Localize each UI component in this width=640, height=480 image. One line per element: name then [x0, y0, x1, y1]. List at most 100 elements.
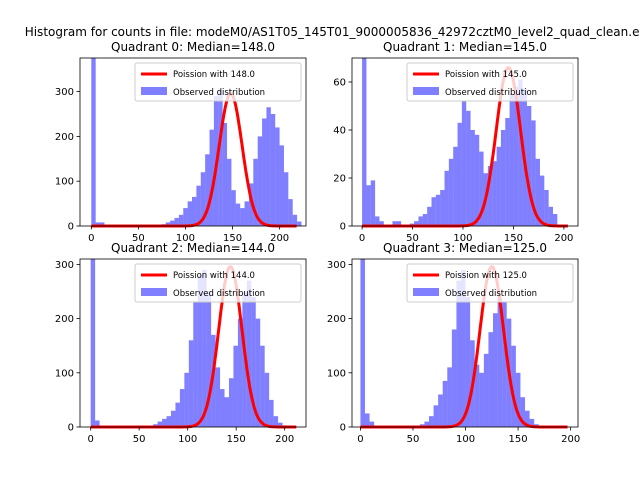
histogram-bar: [511, 345, 516, 427]
axes-frame: [79, 258, 307, 428]
histogram-bar: [431, 197, 436, 226]
x-tick-label: 0: [88, 233, 94, 244]
x-tick-label: 200: [270, 233, 289, 244]
histogram-bar: [500, 130, 506, 226]
histogram-bar: [529, 418, 535, 427]
histogram-bar: [157, 421, 163, 427]
histogram-bar: [370, 180, 376, 226]
histogram-bar: [222, 122, 228, 226]
x-tick-label: 150: [509, 434, 528, 445]
histogram-bar: [465, 296, 471, 427]
histogram-bar: [220, 389, 225, 427]
histogram-bar: [260, 345, 265, 427]
histogram-bar: [231, 190, 236, 226]
histogram-bar: [483, 353, 489, 427]
histogram-bar: [95, 420, 100, 427]
histogram-bar: [369, 421, 375, 427]
histogram-bar: [273, 416, 279, 427]
x-tick-label: 200: [275, 434, 294, 445]
y-tick-label: 100: [327, 368, 346, 379]
histogram-bar: [297, 221, 302, 226]
histogram-bar: [488, 332, 494, 427]
histogram-bar: [461, 269, 466, 427]
y-tick-label: 60: [333, 78, 346, 89]
histogram-bar: [418, 216, 423, 226]
x-tick-label: 0: [359, 233, 365, 244]
histogram-bar: [526, 106, 532, 226]
histogram-bar: [166, 416, 171, 427]
histogram-bar: [470, 130, 475, 226]
histogram-bar: [266, 107, 271, 226]
figure-title: Histogram for counts in file: modeM0/AS1…: [25, 25, 640, 39]
histogram-bar: [447, 367, 452, 427]
histogram-bar: [187, 201, 193, 226]
x-tick-label: 0: [357, 434, 363, 445]
histogram-bar: [262, 118, 267, 226]
histogram-bar: [379, 221, 384, 226]
histogram-bar: [448, 158, 454, 226]
y-tick-label: 300: [55, 87, 74, 98]
histogram-bar: [487, 166, 493, 226]
x-tick-label: 0: [87, 434, 93, 445]
histogram-bar: [233, 345, 238, 427]
histogram-bar: [202, 269, 207, 427]
histogram-bar: [457, 122, 462, 226]
histogram-bar: [170, 410, 176, 427]
histogram-bar: [209, 129, 214, 226]
legend-observed-swatch: [141, 87, 167, 95]
histogram-bar: [433, 405, 439, 427]
histogram-bar: [544, 190, 549, 226]
histogram-bar: [461, 101, 467, 226]
histogram-bar: [440, 190, 445, 226]
y-tick-label: 100: [55, 177, 74, 188]
y-tick-label: 200: [55, 314, 74, 325]
histogram-bar: [509, 94, 514, 226]
histogram-bar: [424, 421, 429, 427]
histogram-bar: [474, 364, 480, 427]
subplot-title: Quadrant 1: Median=145.0: [383, 40, 547, 54]
legend-observed-label: Observed distribution: [445, 289, 537, 299]
x-tick-label: 50: [133, 434, 146, 445]
histogram-bar: [466, 110, 471, 226]
histogram-bar: [362, 58, 367, 226]
histogram-bar: [505, 118, 510, 226]
x-tick-label: 50: [132, 233, 145, 244]
histogram-bar: [205, 154, 210, 226]
quadrant-0-panel: 0 50 100 150 200 0 100 200 300 Quadrant 0: Median…: [55, 40, 307, 244]
histogram-bar: [206, 291, 212, 427]
histogram-bar: [364, 413, 370, 427]
histogram-bar: [197, 275, 203, 427]
histogram-bar: [288, 199, 293, 226]
legend-poisson-label: Poission with 144.0: [173, 271, 255, 281]
histogram-bar: [165, 222, 171, 226]
y-tick-label: 0: [340, 222, 346, 233]
x-tick-label: 50: [407, 434, 420, 445]
histogram-bar: [456, 280, 462, 427]
legend-poisson-label: Poission with 125.0: [445, 271, 527, 281]
x-tick-label: 150: [223, 233, 242, 244]
legend-poisson-label: Poission with 145.0: [445, 70, 527, 80]
histogram-bar: [518, 79, 523, 226]
histogram-bar: [174, 217, 179, 226]
histogram-bar: [283, 172, 289, 226]
y-tick-label: 40: [333, 126, 346, 137]
y-tick-label: 20: [333, 174, 346, 185]
histogram-bar: [279, 145, 284, 226]
histogram-bar: [275, 127, 280, 226]
histogram-bar: [170, 220, 175, 226]
x-tick-label: 200: [554, 233, 573, 244]
histogram-bar: [200, 172, 206, 226]
histogram-bar: [520, 397, 526, 427]
legend: Poission with 125.0 Observed distribution: [406, 263, 574, 303]
histogram-bar: [451, 329, 457, 427]
histogram-bar: [215, 367, 221, 427]
histogram-bar: [435, 194, 441, 226]
x-tick-label: 200: [561, 434, 580, 445]
legend-observed-label: Observed distribution: [173, 88, 265, 98]
x-tick-label: 150: [227, 434, 246, 445]
legend-observed-swatch: [141, 288, 167, 296]
histogram-bar: [192, 196, 197, 226]
histogram-bar: [515, 372, 521, 427]
quadrant-3-panel: 0 50 100 150 200 0 100 200 300 Quadrant 3: Median…: [327, 241, 580, 445]
